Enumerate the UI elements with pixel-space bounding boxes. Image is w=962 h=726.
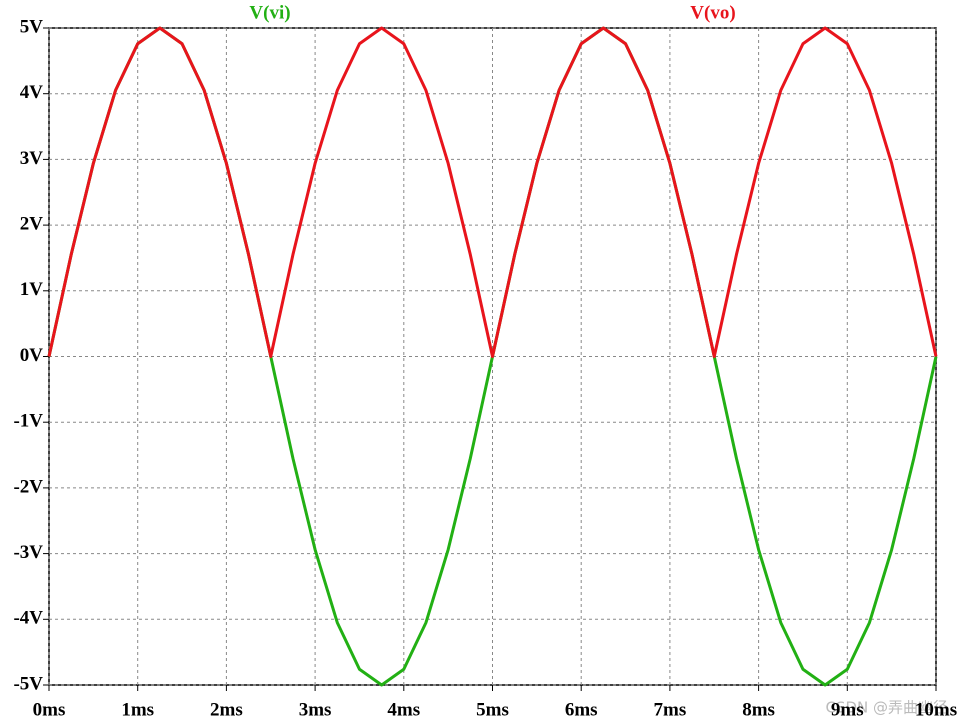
y-tick-label: 3V — [20, 148, 44, 169]
series-line — [47, 26, 938, 358]
y-tick-label: -1V — [13, 411, 43, 432]
watermark: CSDN @弄曲幽径 — [825, 699, 948, 717]
x-tick-label: 4ms — [387, 699, 420, 720]
y-tick-label: 4V — [20, 82, 44, 103]
x-tick-label: 1ms — [121, 699, 154, 720]
y-tick-label: 0V — [20, 345, 44, 366]
legend-label: V(vi) — [249, 2, 290, 23]
x-tick-label: 5ms — [476, 699, 509, 720]
x-tick-label: 6ms — [565, 699, 598, 720]
y-tick-label: -5V — [13, 673, 43, 694]
y-tick-label: -2V — [13, 476, 43, 497]
x-tick-label: 7ms — [654, 699, 687, 720]
y-tick-label: -3V — [13, 542, 43, 563]
y-tick-label: -4V — [13, 608, 43, 629]
y-tick-label: 5V — [20, 16, 44, 37]
x-tick-label: 9ms — [831, 699, 864, 720]
x-tick-label: 3ms — [299, 699, 332, 720]
x-tick-label: 2ms — [210, 699, 243, 720]
legend-label: V(vo) — [690, 2, 735, 23]
x-tick-label: 8ms — [742, 699, 775, 720]
x-tick-label: 0ms — [33, 699, 66, 720]
y-tick-label: 2V — [20, 213, 44, 234]
y-tick-label: 1V — [20, 279, 44, 300]
x-tick-label: 10ms — [915, 699, 957, 720]
